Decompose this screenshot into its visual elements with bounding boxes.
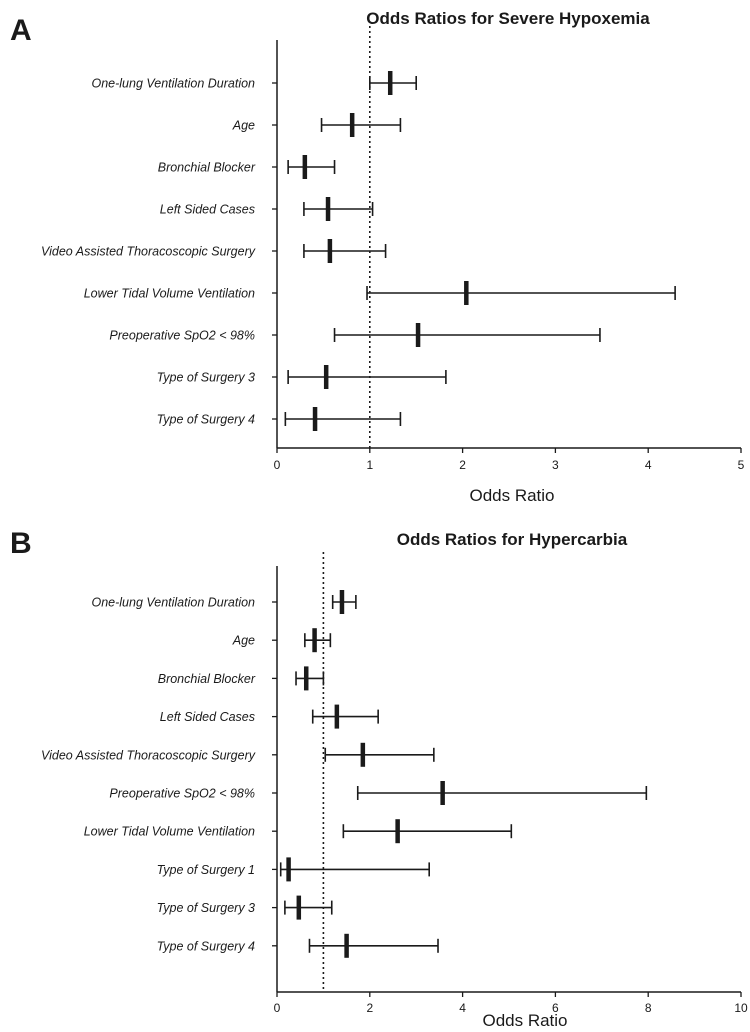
panel-b: B Odds Ratios for Hypercarbia 0 2 4 6 8 10 One… — [10, 527, 748, 1030]
panel-a-category-label: Type of Surgery 4 — [157, 413, 255, 427]
panel-b-title: Odds Ratios for Hypercarbia — [397, 530, 628, 549]
panel-a-x-tick-label: 2 — [459, 458, 466, 472]
panel-b-category-label: Video Assisted Thoracoscopic Surgery — [41, 748, 256, 762]
panel-b-category-label: Type of Surgery 4 — [157, 939, 255, 953]
panel-b-letter: B — [10, 527, 32, 560]
panel-a-category-label: Lower Tidal Volume Ventilation — [84, 287, 255, 301]
panel-a-category-label: Type of Surgery 3 — [157, 371, 255, 385]
panel-b-category-label: Type of Surgery 3 — [157, 901, 255, 915]
panel-b-category-label: Age — [232, 634, 255, 648]
panel-a-category-label: Video Assisted Thoracoscopic Surgery — [41, 245, 256, 259]
panel-b-plot: 0 2 4 6 8 10 One-lung Ventilation Duration Age B… — [41, 552, 748, 1015]
panel-b-x-tick-label: 8 — [645, 1001, 652, 1015]
panel-b-category-label: Lower Tidal Volume Ventilation — [84, 825, 255, 839]
panel-b-category-label: Bronchial Blocker — [158, 672, 256, 686]
panel-a-x-tick-label: 5 — [738, 458, 745, 472]
panel-a-x-tick-label: 3 — [552, 458, 559, 472]
panel-a-category-label: Left Sided Cases — [160, 203, 255, 217]
panel-b-category-label: One-lung Ventilation Duration — [91, 596, 255, 610]
panel-b-category-label: Left Sided Cases — [160, 710, 255, 724]
panel-a-category-label: Preoperative SpO2 < 98% — [109, 329, 255, 343]
panel-a-x-tick-label: 0 — [274, 458, 281, 472]
panel-a-category-label: Bronchial Blocker — [158, 161, 256, 175]
panel-b-x-axis-title: Odds Ratio — [482, 1011, 567, 1030]
panel-a-letter: A — [10, 14, 32, 47]
panel-a-category-label: One-lung Ventilation Duration — [91, 77, 255, 91]
panel-a-title: Odds Ratios for Severe Hypoxemia — [366, 9, 650, 28]
panel-a-category-label: Age — [232, 119, 255, 133]
panel-b-x-tick-label: 10 — [734, 1001, 748, 1015]
panel-b-category-label: Type of Surgery 1 — [157, 863, 255, 877]
panel-b-x-tick-label: 0 — [274, 1001, 281, 1015]
panel-b-x-tick-label: 6 — [552, 1001, 559, 1015]
panel-a: A Odds Ratios for Severe Hypoxemia 0 1 2 3 4… — [10, 9, 745, 505]
panel-a-x-axis-title: Odds Ratio — [469, 486, 554, 505]
panel-a-x-tick-label: 4 — [645, 458, 652, 472]
panel-b-category-label: Preoperative SpO2 < 98% — [109, 787, 255, 801]
panel-a-plot: 0 1 2 3 4 5 One-lung Ventilation Duration Age Br… — [41, 26, 745, 472]
panel-a-x-tick-label: 1 — [366, 458, 373, 472]
panel-b-x-tick-label: 2 — [366, 1001, 373, 1015]
panel-b-x-tick-label: 4 — [459, 1001, 466, 1015]
